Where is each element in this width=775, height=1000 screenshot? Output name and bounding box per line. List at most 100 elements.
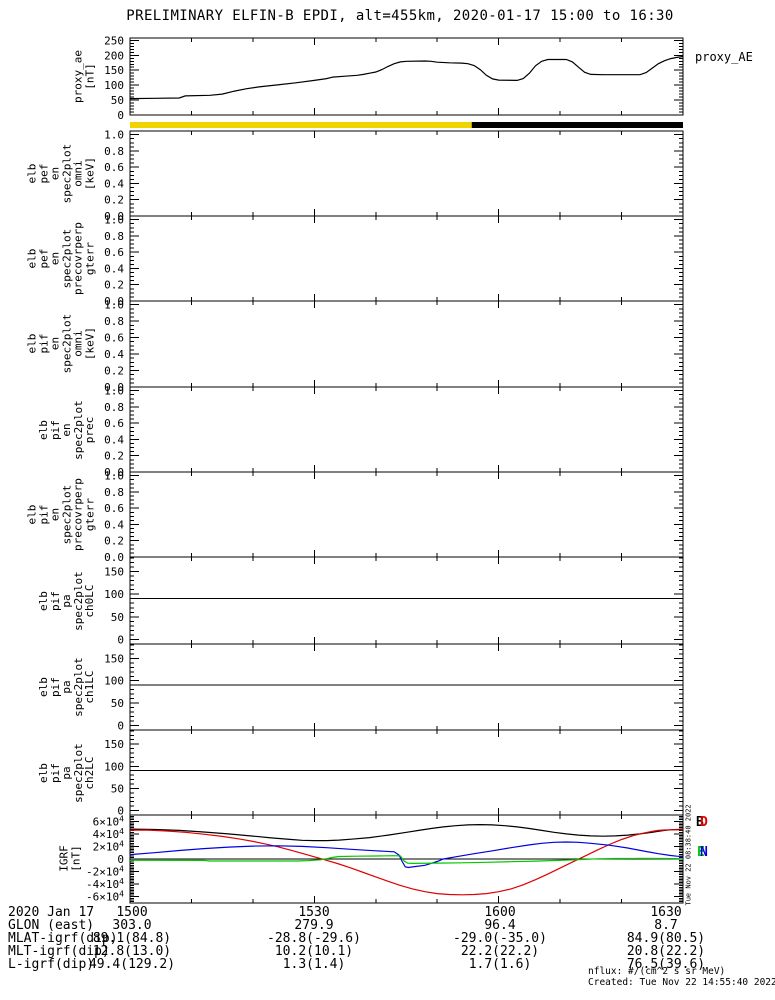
y-tick-label: 0.8: [104, 315, 124, 328]
y-tick-label: 1.0: [104, 385, 124, 398]
ephemeris-value: 89.1(84.8): [92, 931, 172, 946]
y-tick-label: 0.8: [104, 145, 124, 158]
igrf-trace-label-d: D: [700, 815, 708, 830]
y-tick-label: 50: [111, 782, 124, 795]
panel-pif_en_prec-frame: [129, 386, 684, 473]
y-tick-label: 250: [104, 34, 124, 47]
panel-pif_pa_ch0lc-frame: [129, 556, 684, 645]
y-tick-label: 150: [104, 738, 124, 751]
nflux-units-note: nflux: #/(cm^2 s sr MeV): [588, 966, 726, 977]
panel-pif_pa_ch2lc-frame: [129, 729, 684, 816]
ephemeris-row-glon: GLON (east) 303.0 279.9 96.4 8.7: [0, 919, 775, 932]
panel-label-pif-precovrperp: elb pif en spec2plot precovrperp gterr: [25, 478, 97, 551]
ephemeris-value: 8.7: [654, 918, 678, 933]
y-tick-label: 0.8: [104, 486, 124, 499]
y-tick-label: 0.0: [104, 466, 124, 479]
side-timestamp: Tue Nov 22 08:38:40 2022: [684, 804, 693, 906]
y-tick-label: 1.0: [104, 129, 124, 142]
created-timestamp: Created: Tue Nov 22 14:55:40 2022: [588, 977, 775, 988]
y-tick-label: 0.6: [104, 246, 124, 259]
y-tick-label: 100: [104, 675, 124, 688]
ephemeris-row-mlat: MLAT-igrf(dip) 89.1(84.8) -28.8(-29.6) -…: [0, 932, 775, 945]
y-tick-label: 0: [117, 720, 124, 733]
panel-pif_en_precovrperp_gterr-frame: [129, 471, 684, 558]
y-tick-label: 2×104: [93, 839, 125, 853]
panel-pef_en_precovrperp_gterr-frame: [129, 215, 684, 302]
y-tick-label: 6×104: [93, 814, 125, 828]
day-night-bar-night-segment: [471, 122, 683, 128]
y-tick-label: 0.4: [104, 262, 124, 275]
day-night-bar-day-segment: [130, 122, 472, 128]
y-tick-label: 0.2: [104, 194, 124, 207]
y-tick-label: 100: [104, 588, 124, 601]
y-tick-label: 0.4: [104, 348, 124, 361]
y-tick-label: 0.8: [104, 230, 124, 243]
x-tick-label: 1500: [116, 905, 148, 920]
panel-label-proxy-ae: proxy_ae [nT]: [71, 50, 97, 103]
panel-label-igrf: IGRF [nT]: [57, 845, 83, 872]
y-tick-label: 4×104: [93, 827, 125, 841]
y-tick-label: 0: [117, 805, 124, 818]
y-tick-label: 1.0: [104, 470, 124, 483]
igrf-trace-label-b: B: [696, 815, 704, 830]
y-tick-label: 0.4: [104, 177, 124, 190]
ephemeris-value: 76.5(39.6): [626, 957, 706, 972]
plot-title: PRELIMINARY ELFIN-B EPDI, alt=455km, 202…: [126, 8, 674, 24]
ephemeris-value: 22.2(22.2): [460, 944, 540, 959]
y-tick-label: 150: [104, 566, 124, 579]
y-tick-label: -4×104: [86, 877, 124, 891]
y-tick-label: 0.0: [104, 551, 124, 564]
y-tick-label: 0.8: [104, 401, 124, 414]
y-tick-label: 100: [104, 79, 124, 92]
y-tick-label: 0.6: [104, 332, 124, 345]
y-tick-label: 0.0: [104, 381, 124, 394]
igrf-trace-label-n: N: [700, 845, 708, 860]
y-tick-label: 0.4: [104, 518, 124, 531]
y-tick-label: 0.6: [104, 502, 124, 515]
series-N: [129, 841, 684, 869]
panel-pef_en_omni-frame: [129, 130, 684, 217]
ephemeris-value: 303.0: [112, 918, 152, 933]
series-E: [129, 855, 684, 865]
ephemeris-value: 84.9(80.5): [626, 931, 706, 946]
y-tick-label: 150: [104, 64, 124, 77]
y-tick-label: 50: [111, 94, 124, 107]
y-tick-label: 0.0: [104, 210, 124, 223]
y-tick-label: 0.2: [104, 535, 124, 548]
y-tick-label: 0.2: [104, 365, 124, 378]
y-tick-label: 0.6: [104, 417, 124, 430]
ephemeris-row-label: L-igrf(dip): [8, 957, 95, 972]
ephemeris-row-label: MLAT-igrf(dip): [8, 931, 118, 946]
ephemeris-value: 49.4(129.2): [88, 957, 176, 972]
panel-pif_en_omni-frame: [129, 300, 684, 388]
y-tick-label: 0.2: [104, 279, 124, 292]
ephemeris-row-label: GLON (east): [8, 918, 95, 933]
y-tick-label: 0: [117, 633, 124, 646]
y-tick-label: 0.6: [104, 161, 124, 174]
ephemeris-time-row: 2020 Jan 17 1500 1530 1600 1630: [0, 906, 775, 919]
series-B: [129, 823, 683, 842]
y-tick-label: 0.2: [104, 450, 124, 463]
ephemeris-value: 1.3(1.4): [282, 957, 346, 972]
ephemeris-value: -28.8(-29.6): [267, 931, 361, 946]
panel-label-ch1lc: elb pif pa spec2plot ch1LC: [37, 657, 96, 717]
y-tick-label: 0.0: [104, 295, 124, 308]
ephemeris-value: 1.7(1.6): [468, 957, 532, 972]
ephemeris-value: 20.8(22.2): [626, 944, 706, 959]
ephemeris-value: 10.2(10.1): [274, 944, 354, 959]
y-tick-label: 100: [104, 760, 124, 773]
x-tick-label: 1530: [298, 905, 330, 920]
x-tick-label: 1600: [484, 905, 516, 920]
series-proxy_AE: [129, 55, 684, 100]
ephemeris-value: 279.9: [294, 918, 334, 933]
igrf-trace-label-e: E: [697, 845, 705, 860]
x-tick-label: 1630: [650, 905, 682, 920]
ephemeris-row-mlt: MLT-igrf(dip) 12.8(13.0) 10.2(10.1) 22.2…: [0, 945, 775, 958]
ephemeris-value: -29.0(-35.0): [453, 931, 547, 946]
ephemeris-row-l: L-igrf(dip) 49.4(129.2) 1.3(1.4) 1.7(1.6…: [0, 958, 775, 971]
panel-pif_pa_ch1lc-frame: [129, 643, 684, 731]
y-tick-label: 50: [111, 611, 124, 624]
y-tick-label: 0.4: [104, 433, 124, 446]
